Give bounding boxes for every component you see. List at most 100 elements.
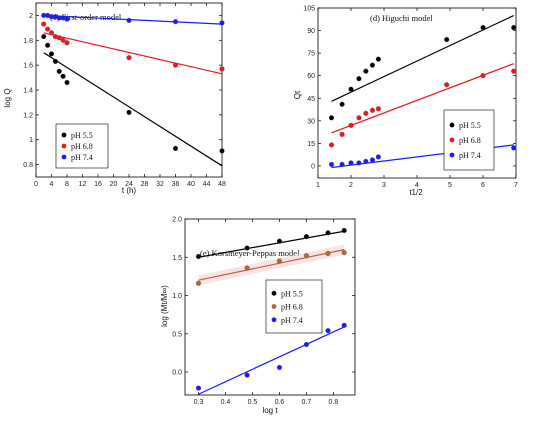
data-point: [339, 161, 345, 168]
x-tick-label: 20: [110, 181, 118, 188]
series-ph-5.5: [41, 34, 225, 167]
data-point: [219, 20, 225, 26]
x-tick-label: 36: [172, 181, 180, 188]
data-point: [356, 115, 362, 121]
data-point: [356, 160, 362, 166]
fit-line: [198, 326, 345, 395]
data-point: [60, 73, 66, 79]
legend-box: [265, 279, 323, 334]
chart-2: 0.3 0.4 0.5 0.6 0.7 0.8 0.0 0.5 1.0 1.5 2.0 (e) Kor…: [160, 217, 356, 415]
x-tick-label: 0.5: [248, 399, 258, 406]
x-tick-label: 0.7: [302, 399, 312, 406]
x-tick-label: 40: [187, 181, 195, 188]
chart-0: 0 4 8 12 16 20 24 28 32 36 40 44 480.811.21.41.61.82…: [3, 2, 226, 195]
legend-marker: [449, 137, 455, 143]
data-point: [511, 68, 517, 74]
series-ph-6.8: [195, 244, 347, 286]
y-tick-label: 30: [307, 118, 315, 125]
x-tick-label: 28: [141, 181, 149, 188]
data-point: [325, 230, 331, 236]
legend-marker: [449, 152, 455, 158]
y-tick-label: 1: [29, 137, 33, 144]
data-point: [348, 160, 354, 166]
x-tick-label: 32: [156, 181, 164, 188]
data-point: [511, 25, 517, 31]
data-point: [64, 40, 70, 46]
data-point: [325, 250, 331, 256]
data-point: [444, 37, 450, 43]
legend: pH 5.5 pH 6.8 pH 7.4: [443, 109, 495, 171]
data-point: [172, 19, 179, 25]
data-point: [303, 253, 309, 259]
y-tick-label: 0.5: [172, 331, 182, 338]
data-point: [363, 158, 369, 165]
data-point: [56, 68, 62, 74]
x-tick-label: 48: [218, 181, 226, 188]
x-tick-label: 6: [481, 182, 485, 189]
data-point: [60, 37, 66, 43]
data-point: [64, 79, 70, 86]
data-point: [172, 145, 179, 151]
legend-marker: [61, 143, 67, 149]
legend-entry: pH 7.4: [71, 153, 93, 162]
x-tick-label: 16: [94, 181, 102, 188]
data-point: [341, 227, 347, 234]
data-point: [325, 328, 331, 334]
series-ph-6.8: [41, 21, 225, 75]
series-ph-5.5: [328, 14, 517, 121]
series-ph-6.8: [328, 63, 517, 148]
data-point: [348, 122, 354, 128]
data-point: [56, 35, 62, 41]
y-tick-label: 1.5: [172, 255, 182, 262]
x-axis-label: log t: [262, 406, 278, 415]
legend-entry: pH 6.8: [71, 142, 93, 151]
data-point: [219, 148, 225, 154]
y-tick-label: 1.2: [23, 112, 33, 119]
y-tick-label: 0: [311, 163, 315, 170]
x-tick-label: 8: [65, 181, 69, 188]
x-tick-label: 24: [125, 181, 133, 188]
legend-entry: pH 7.4: [459, 151, 481, 160]
data-point: [126, 55, 132, 61]
data-point: [375, 56, 381, 62]
data-point: [45, 26, 51, 32]
legend-entry: pH 5.5: [71, 131, 93, 140]
legend-marker: [271, 290, 277, 296]
legend-box: [443, 109, 495, 171]
x-tick-label: 12: [79, 181, 87, 188]
data-point: [244, 372, 250, 378]
x-axis-label: t1/2: [409, 188, 423, 197]
fit-line: [43, 32, 223, 75]
x-axis-label: t (h): [122, 186, 137, 195]
y-tick-label: 1.4: [23, 88, 33, 95]
y-axis-label: log Q: [3, 88, 12, 107]
data-point: [276, 238, 282, 244]
legend-entry: pH 5.5: [459, 121, 481, 130]
legend-entry: pH 7.4: [281, 316, 303, 325]
x-tick-label: 7: [514, 182, 518, 189]
legend-marker: [271, 317, 277, 323]
x-tick-label: 0.3: [194, 399, 204, 406]
data-point: [276, 258, 282, 264]
data-point: [126, 17, 132, 23]
legend-marker: [271, 304, 277, 309]
data-point: [303, 234, 309, 240]
data-point: [328, 161, 335, 168]
data-point: [328, 115, 335, 121]
x-tick-label: 0.4: [221, 399, 231, 406]
data-point: [244, 265, 250, 271]
x-tick-label: 0.6: [275, 399, 285, 406]
y-tick-label: 1.6: [23, 63, 33, 70]
fit-line: [43, 14, 223, 25]
x-tick-label: 4: [50, 181, 54, 188]
data-point: [480, 25, 486, 31]
data-point: [444, 82, 450, 88]
chart-title: (d) Higuchi model: [370, 13, 433, 23]
y-tick-label: 90: [307, 28, 315, 35]
data-point: [45, 42, 51, 48]
x-tick-label: 5: [448, 182, 452, 189]
data-point: [375, 106, 381, 112]
data-point: [369, 157, 376, 163]
